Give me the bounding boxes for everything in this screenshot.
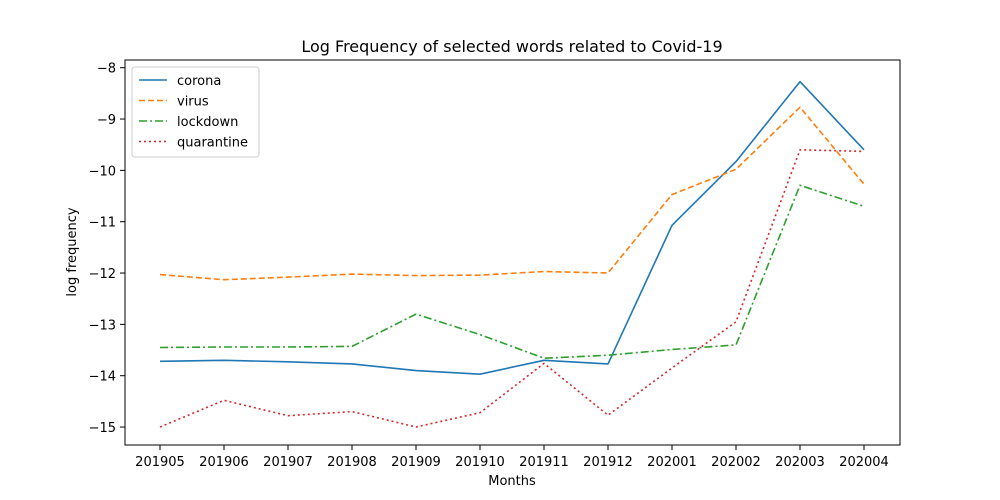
legend: corona virus lockdown quarantine (131, 66, 260, 158)
y-tick-label: −13 (89, 318, 116, 333)
x-tick-label: 201910 (455, 455, 505, 470)
legend-label-corona: corona (177, 74, 221, 89)
y-tick-label: −11 (89, 216, 116, 231)
x-tick-label: 201912 (583, 455, 633, 470)
x-tick-label: 201909 (391, 455, 441, 470)
y-tick-label: −14 (89, 370, 116, 385)
y-tick-label: −8 (97, 62, 116, 77)
series-line-virus (159, 106, 865, 281)
x-tick-label: 202003 (775, 455, 825, 470)
series-line-quarantine (159, 149, 865, 428)
plot-frame (124, 59, 901, 446)
x-tick-label: 202004 (839, 455, 889, 470)
legend-label-virus: virus (177, 95, 209, 110)
x-tick-label: 201905 (135, 455, 185, 470)
series-line-lockdown (159, 184, 865, 360)
y-tick-label: −9 (97, 113, 116, 128)
x-tick-label: 202002 (711, 455, 761, 470)
x-tick-label: 201906 (199, 455, 249, 470)
x-tick-label: 201907 (263, 455, 313, 470)
legend-box (131, 66, 260, 158)
y-tick-label: −10 (89, 164, 116, 179)
x-axis: 201905 201906 201907 201908 201909 201910 2019… (135, 445, 889, 470)
x-tick-label: 201911 (519, 455, 569, 470)
chart-title: Log Frequency of selected words related … (301, 37, 722, 56)
series-layer (159, 80, 865, 428)
legend-label-quarantine: quarantine (177, 136, 248, 151)
x-tick-label: 201908 (327, 455, 377, 470)
y-tick-label: −15 (89, 421, 116, 436)
legend-label-lockdown: lockdown (177, 115, 238, 130)
x-axis-title: Months (488, 474, 536, 489)
y-axis: −15 −14 −13 −12 −11 −10 −9 −8 (89, 62, 125, 436)
series-line-corona (159, 80, 865, 376)
y-axis-title: log frequency (65, 207, 80, 296)
y-tick-label: −12 (89, 267, 116, 282)
x-tick-label: 202001 (647, 455, 697, 470)
